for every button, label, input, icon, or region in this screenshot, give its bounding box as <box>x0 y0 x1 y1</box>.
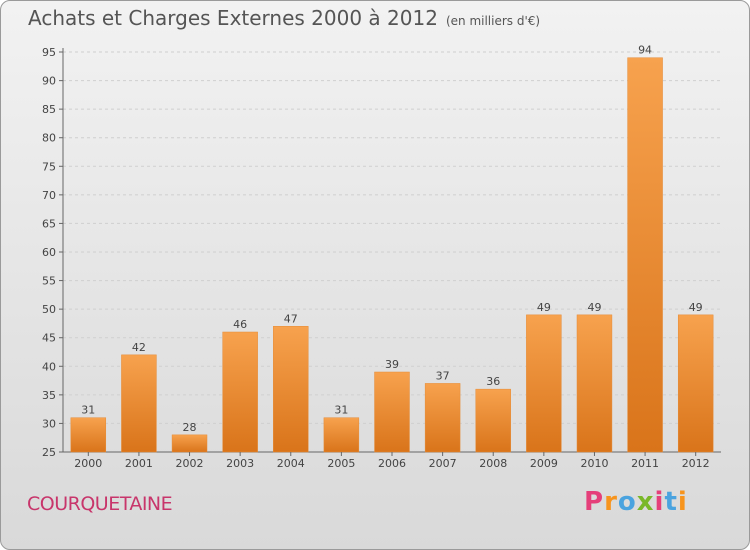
y-tick-label: 25 <box>42 446 56 459</box>
y-tick-label: 65 <box>42 217 56 230</box>
logo-letter: i <box>677 487 688 517</box>
bar-2008 <box>475 388 511 453</box>
bar-value-label: 49 <box>537 301 551 314</box>
bar-2001 <box>121 354 157 453</box>
y-tick-label: 40 <box>42 360 56 373</box>
x-tick-label: 2001 <box>125 457 153 470</box>
x-tick-label: 2012 <box>682 457 710 470</box>
x-tick-label: 2002 <box>176 457 204 470</box>
x-tick-label: 2004 <box>277 457 305 470</box>
bar-2007 <box>424 383 461 453</box>
y-tick-label: 35 <box>42 389 56 402</box>
chart-title: Achats et Charges Externes 2000 à 2012 (e… <box>28 6 540 30</box>
logo-letter: t <box>664 487 678 517</box>
bar-2011 <box>627 57 663 453</box>
x-tick-label: 2005 <box>327 457 355 470</box>
y-tick-label: 85 <box>42 103 56 116</box>
x-tick-label: 2009 <box>530 457 558 470</box>
bar-2002 <box>171 434 208 453</box>
bar-value-label: 47 <box>284 312 298 325</box>
bar-value-label: 31 <box>81 404 95 417</box>
y-tick-label: 75 <box>42 160 56 173</box>
bar-2004 <box>273 326 309 453</box>
y-tick-label: 70 <box>42 189 56 202</box>
x-tick-label: 2011 <box>631 457 659 470</box>
chart-title-text: Achats et Charges Externes 2000 à 2012 <box>28 6 438 30</box>
x-tick-label: 2006 <box>378 457 406 470</box>
bar-value-label: 94 <box>638 44 652 57</box>
bar-value-label: 31 <box>334 404 348 417</box>
bar-value-label: 42 <box>132 341 146 354</box>
x-tick-label: 2010 <box>580 457 608 470</box>
y-tick-label: 60 <box>42 246 56 259</box>
y-tick-label: 90 <box>42 75 56 88</box>
bar-2009 <box>526 314 562 453</box>
y-tick-label: 95 <box>42 46 56 59</box>
bar-2006 <box>374 371 410 453</box>
x-tick-label: 2000 <box>74 457 102 470</box>
bar-value-label: 28 <box>183 421 197 434</box>
logo-letter: i <box>654 487 665 517</box>
bar-value-label: 46 <box>233 318 247 331</box>
bar-value-label: 49 <box>587 301 601 314</box>
x-tick-label: 2003 <box>226 457 254 470</box>
y-tick-label: 50 <box>42 303 56 316</box>
logo-letter: r <box>604 487 618 517</box>
bar-value-label: 37 <box>436 369 450 382</box>
x-tick-label: 2007 <box>429 457 457 470</box>
proxiti-logo: Proxiti <box>584 487 688 517</box>
bar-2003 <box>222 331 258 453</box>
x-tick-label: 2008 <box>479 457 507 470</box>
logo-letter: P <box>584 487 605 517</box>
town-name: COURQUETAINE <box>27 493 173 515</box>
y-tick-label: 55 <box>42 275 56 288</box>
bar-2012 <box>677 314 714 453</box>
bar-2005 <box>323 417 360 453</box>
y-tick-label: 45 <box>42 332 56 345</box>
y-tick-label: 80 <box>42 132 56 145</box>
bar-2010 <box>576 314 613 453</box>
y-tick-label: 30 <box>42 417 56 430</box>
bar-value-label: 39 <box>385 358 399 371</box>
logo-letter: o <box>617 487 637 517</box>
bar-value-label: 36 <box>486 375 500 388</box>
bar-value-label: 49 <box>689 301 703 314</box>
logo-letter: x <box>636 487 655 517</box>
chart-subtitle: (en milliers d'€) <box>445 14 541 28</box>
bar-2000 <box>70 417 107 453</box>
